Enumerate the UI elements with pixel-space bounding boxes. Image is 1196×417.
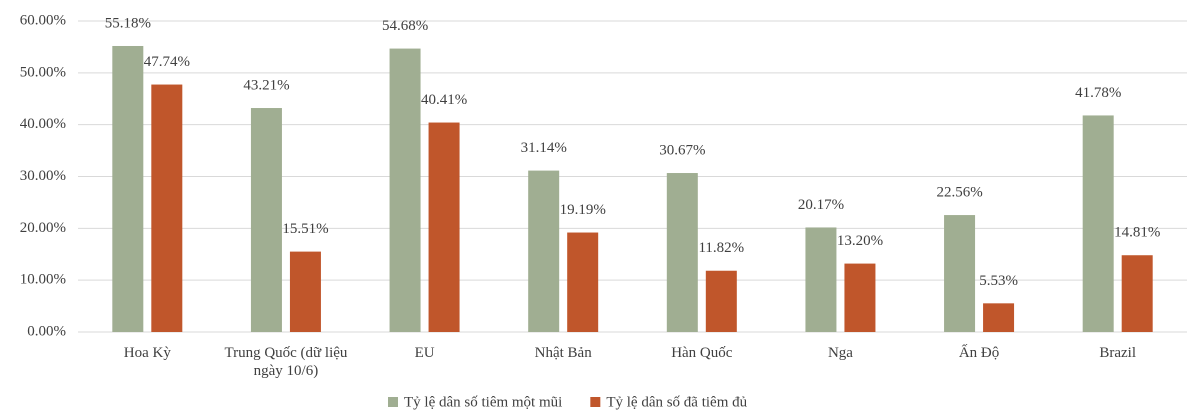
x-tick-label-box: Nga <box>827 345 853 361</box>
x-tick-label: Nga <box>827 345 853 361</box>
x-tick-label-box: EU <box>414 345 435 361</box>
y-tick-label: 40.00% <box>20 116 66 132</box>
value-label: 43.21% <box>243 77 289 93</box>
bar <box>428 122 460 332</box>
x-tick-label-box: Brazil <box>1099 345 1137 361</box>
bar <box>389 48 421 333</box>
bar <box>289 251 321 332</box>
value-label: 54.68% <box>382 18 428 34</box>
x-tick-label: Nhật Bản <box>534 345 592 361</box>
bar <box>1082 115 1114 332</box>
x-tick-label: Hàn Quốc <box>671 345 733 361</box>
value-label: 15.51% <box>282 221 328 237</box>
bar <box>250 108 282 332</box>
y-tick-label: 50.00% <box>20 64 66 80</box>
value-label: 40.41% <box>421 92 467 108</box>
value-label: 55.18% <box>105 15 151 31</box>
value-label: 5.53% <box>979 273 1018 289</box>
x-tick-label-box: Nhật Bản <box>534 345 592 361</box>
bar <box>666 173 698 332</box>
x-tick-label-box: Hoa Kỳ <box>123 345 171 361</box>
value-label: 47.74% <box>144 54 190 70</box>
x-tick-label-box: Trung Quốc (dữ liệu ngày 10/6) <box>224 345 348 379</box>
value-label: 30.67% <box>659 142 705 158</box>
x-tick-label-box: Ấn Độ <box>958 345 1000 361</box>
bar <box>983 303 1015 332</box>
bar <box>805 227 837 332</box>
legend-label: Tỷ lệ dân số đã tiêm đủ <box>606 394 747 410</box>
legend-label: Tỷ lệ dân số tiêm một mũi <box>404 394 562 410</box>
bar <box>705 270 737 332</box>
bar <box>151 84 183 332</box>
legend-swatch <box>590 397 601 407</box>
value-label: 20.17% <box>798 197 844 213</box>
x-tick-label: Brazil <box>1099 345 1137 361</box>
y-tick-label: 20.00% <box>20 220 66 236</box>
bar <box>1121 255 1153 332</box>
value-label: 41.78% <box>1075 85 1121 101</box>
y-tick-label: 0.00% <box>27 323 66 339</box>
bar <box>112 45 144 332</box>
bar <box>844 263 876 332</box>
x-tick-label-box: Hàn Quốc <box>671 345 733 361</box>
x-tick-label: Hoa Kỳ <box>123 345 171 361</box>
legend: Tỷ lệ dân số tiêm một mũi Tỷ lệ dân số đã… <box>388 394 748 410</box>
value-label: 19.19% <box>560 202 606 218</box>
value-label: 11.82% <box>698 240 744 256</box>
value-label: 14.81% <box>1114 225 1160 241</box>
x-tick-label: Ấn Độ <box>958 345 1000 361</box>
value-label: 31.14% <box>521 140 567 156</box>
y-tick-label: 60.00% <box>20 12 66 28</box>
y-tick-label: 10.00% <box>20 272 66 288</box>
value-label: 22.56% <box>936 185 982 201</box>
x-tick-label: EU <box>414 345 435 361</box>
x-tick-label: Trung Quốc (dữ liệu ngày 10/6) <box>224 345 348 379</box>
bar <box>944 215 976 332</box>
bar <box>567 232 599 332</box>
value-label: 13.20% <box>837 233 883 249</box>
bar <box>528 170 560 332</box>
legend-swatch <box>388 397 398 407</box>
y-tick-label: 30.00% <box>20 168 66 184</box>
